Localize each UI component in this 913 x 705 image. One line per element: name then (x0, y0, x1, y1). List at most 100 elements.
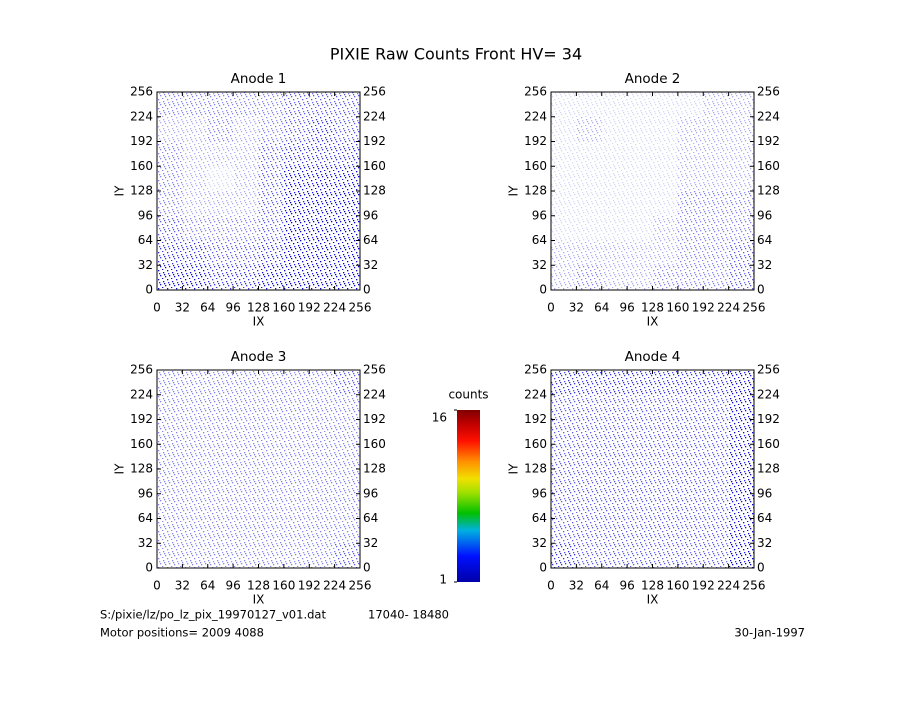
density-cell (258, 543, 284, 568)
density-cell (728, 240, 754, 266)
density-cell (551, 419, 577, 445)
density-cell (157, 265, 183, 290)
density-cell (309, 265, 335, 290)
density-cell (207, 518, 234, 544)
x-tick-label: 160 (272, 301, 295, 315)
density-cell (677, 166, 704, 191)
file-name: S:/pixie/lz/po_lz_pix_19970127_v01.dat (100, 608, 326, 622)
density-cell (334, 518, 360, 544)
y-tick-label: 128 (130, 184, 153, 198)
density-cell (601, 166, 628, 191)
density-cell (207, 215, 234, 241)
density-cell (703, 543, 729, 568)
y-tick-label: 224 (524, 387, 547, 401)
density-cell (728, 92, 754, 117)
density-cell (233, 116, 259, 142)
density-cell (652, 141, 678, 167)
density-cell (182, 419, 208, 445)
x-axis-label: IX (647, 593, 659, 607)
density-cell (601, 518, 628, 544)
density-cell (576, 469, 602, 494)
density-cell (728, 518, 754, 544)
density-cell (157, 215, 183, 241)
density-cell (703, 240, 729, 266)
y-tick-label: 96 (532, 208, 547, 222)
density-cell (601, 469, 628, 494)
y2-tick-label: 128 (757, 184, 780, 198)
y2-tick-label: 64 (363, 511, 378, 525)
density-cell (258, 370, 284, 395)
density-cell (258, 493, 284, 519)
y-tick-label: 256 (130, 85, 153, 99)
y2-tick-label: 32 (757, 536, 772, 550)
y2-tick-label: 32 (363, 536, 378, 550)
density-cell (703, 215, 729, 241)
density-cell (728, 166, 754, 191)
x-tick-label: 32 (175, 579, 190, 593)
y2-tick-label: 192 (363, 134, 386, 148)
density-cell (652, 370, 678, 395)
density-cell (182, 265, 208, 290)
y2-tick-label: 256 (757, 363, 780, 377)
density-cell (652, 92, 678, 117)
density-cell (576, 265, 602, 290)
x-tick-label: 64 (594, 579, 609, 593)
y-tick-label: 160 (524, 159, 547, 173)
density-cell (627, 518, 653, 544)
density-cell (233, 518, 259, 544)
density-cell (233, 191, 259, 216)
density-cell (627, 469, 653, 494)
density-cell (728, 469, 754, 494)
density-cell (728, 394, 754, 420)
density-cell (728, 191, 754, 216)
density-cell (551, 469, 577, 494)
density-cell (283, 240, 310, 266)
density-cell (258, 469, 284, 494)
density-cell (551, 394, 577, 420)
density-cell (283, 166, 310, 191)
density-cell (334, 444, 360, 469)
density-cell (207, 92, 234, 117)
density-cell (258, 444, 284, 469)
y-axis-label: IY (507, 185, 521, 197)
y-tick-label: 256 (130, 363, 153, 377)
density-cell (207, 116, 234, 142)
y2-tick-label: 0 (757, 561, 765, 575)
density-cell (677, 493, 704, 519)
y-tick-label: 224 (524, 109, 547, 123)
x-axis-label: IX (647, 315, 659, 329)
density-cell (677, 518, 704, 544)
density-cell (207, 444, 234, 469)
density-cell (551, 215, 577, 241)
y2-tick-label: 32 (363, 258, 378, 272)
density-cell (157, 444, 183, 469)
y2-tick-label: 0 (363, 283, 371, 297)
density-cell (677, 92, 704, 117)
density-cell (576, 191, 602, 216)
density-cell (601, 493, 628, 519)
density-cell (309, 469, 335, 494)
x-tick-label: 32 (569, 579, 584, 593)
y2-tick-label: 96 (363, 208, 378, 222)
density-cell (601, 265, 628, 290)
density-cell (258, 265, 284, 290)
density-cell (233, 543, 259, 568)
density-cell (601, 394, 628, 420)
x-tick-label: 128 (247, 301, 270, 315)
density-cell (576, 240, 602, 266)
y-tick-label: 128 (524, 462, 547, 476)
density-cell (258, 116, 284, 142)
density-cell (677, 265, 704, 290)
density-cell (576, 116, 602, 142)
density-cell (207, 166, 234, 191)
density-cell (677, 444, 704, 469)
y2-tick-label: 224 (363, 387, 386, 401)
y2-tick-label: 160 (363, 159, 386, 173)
panel-title: Anode 3 (231, 349, 287, 365)
density-cell (728, 116, 754, 142)
density-cell (652, 469, 678, 494)
density-cell (207, 240, 234, 266)
y2-tick-label: 128 (363, 184, 386, 198)
x-tick-label: 64 (594, 301, 609, 315)
x-tick-label: 0 (547, 301, 555, 315)
